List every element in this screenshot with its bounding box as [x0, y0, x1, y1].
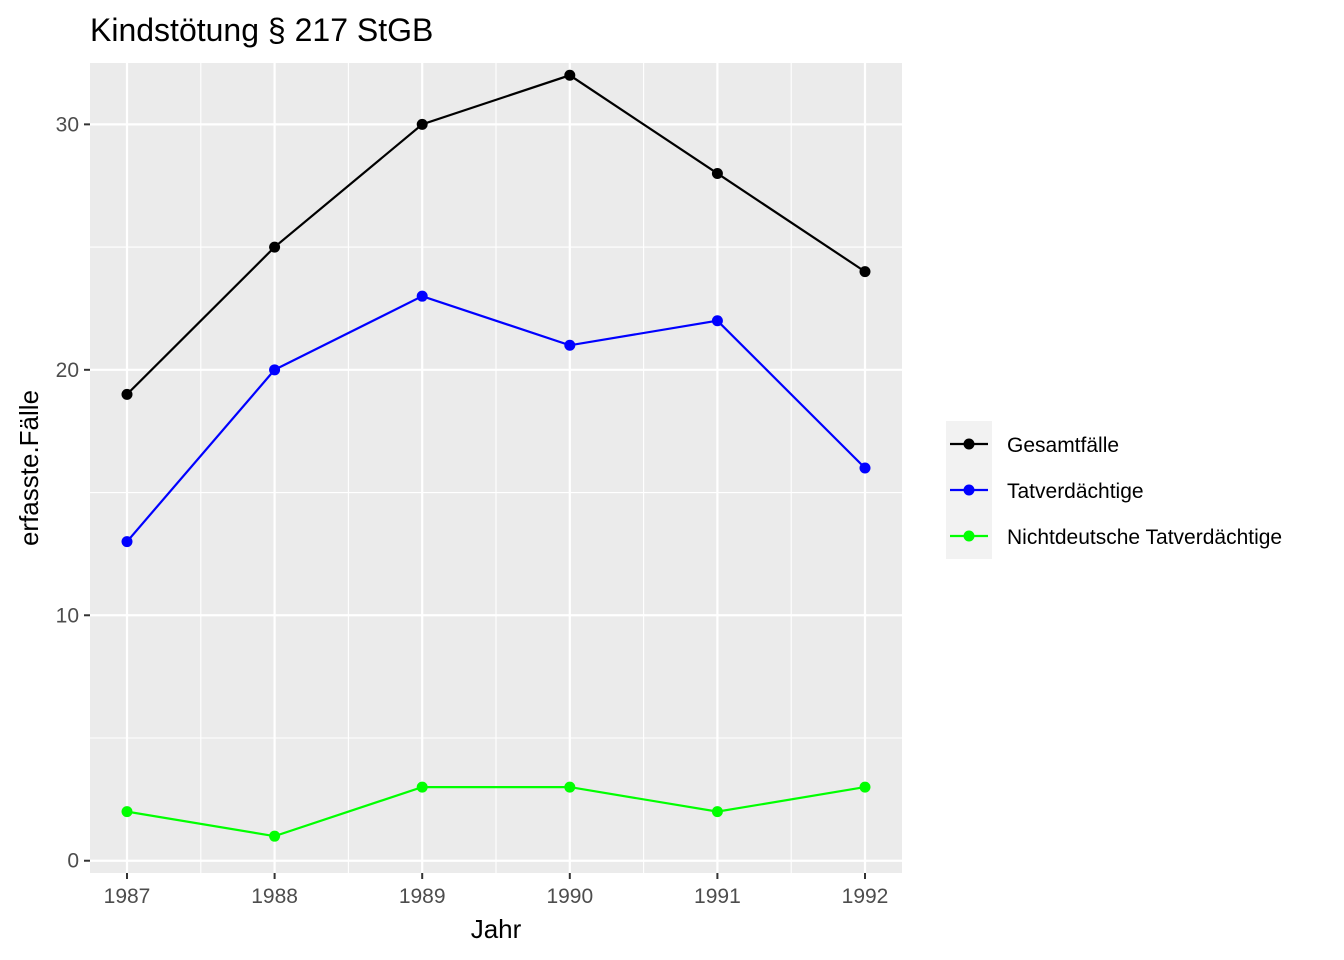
x-tick-label: 1988: [251, 885, 298, 908]
data-point: [859, 462, 871, 474]
x-tick-label: 1987: [104, 885, 151, 908]
legend-item: Gesamtfälle: [950, 434, 1119, 457]
data-point: [711, 167, 723, 179]
y-tick-label: 30: [56, 113, 79, 136]
x-tick-label: 1989: [399, 885, 446, 908]
data-point: [269, 241, 281, 253]
series-tatverdächtige: [121, 290, 871, 548]
series-line: [126, 785, 866, 838]
data-point: [269, 364, 281, 376]
data-point: [859, 781, 871, 793]
data-point: [416, 118, 428, 130]
y-tick-label: 10: [56, 604, 79, 627]
series-layer: [121, 69, 871, 842]
x-axis: 1987 1988 1989 1990 1991 1992: [104, 873, 889, 908]
legend-key-point: [963, 438, 975, 450]
data-point: [416, 290, 428, 302]
x-tick-label: 1991: [694, 885, 741, 908]
data-point: [121, 806, 133, 818]
series-nichtdeutsche-tatverdächtige: [121, 781, 871, 842]
legend-key-point: [963, 484, 975, 496]
data-point: [269, 830, 281, 842]
legend: Gesamtfälle Tatverdächtige Nichtdeutsche T…: [946, 421, 1282, 559]
x-axis-title: Jahr: [471, 914, 522, 944]
data-point: [711, 806, 723, 818]
data-point: [416, 781, 428, 793]
legend-item: Tatverdächtige: [950, 480, 1144, 503]
y-tick-label: 20: [56, 359, 79, 382]
data-point: [121, 388, 133, 400]
y-axis: 0 10 20 30: [56, 113, 90, 873]
data-point: [859, 266, 871, 278]
chart-title: Kindstötung § 217 StGB: [90, 12, 433, 48]
y-axis-title: erfasste.Fälle: [14, 390, 44, 546]
series-line: [126, 74, 866, 396]
series-gesamtfälle: [121, 69, 871, 400]
legend-key-point: [963, 530, 975, 542]
data-point: [564, 781, 576, 793]
y-tick-label: 0: [67, 850, 79, 873]
legend-label: Gesamtfälle: [1007, 434, 1119, 457]
series-line: [126, 294, 866, 543]
data-point: [711, 315, 723, 327]
data-point: [564, 69, 576, 81]
x-tick-label: 1990: [546, 885, 593, 908]
minor-grid: [90, 63, 902, 873]
legend-item: Nichtdeutsche Tatverdächtige: [950, 526, 1282, 549]
data-point: [564, 339, 576, 351]
x-tick-label: 1992: [842, 885, 889, 908]
data-point: [121, 536, 133, 548]
legend-label: Tatverdächtige: [1007, 480, 1144, 503]
legend-label: Nichtdeutsche Tatverdächtige: [1007, 526, 1282, 549]
